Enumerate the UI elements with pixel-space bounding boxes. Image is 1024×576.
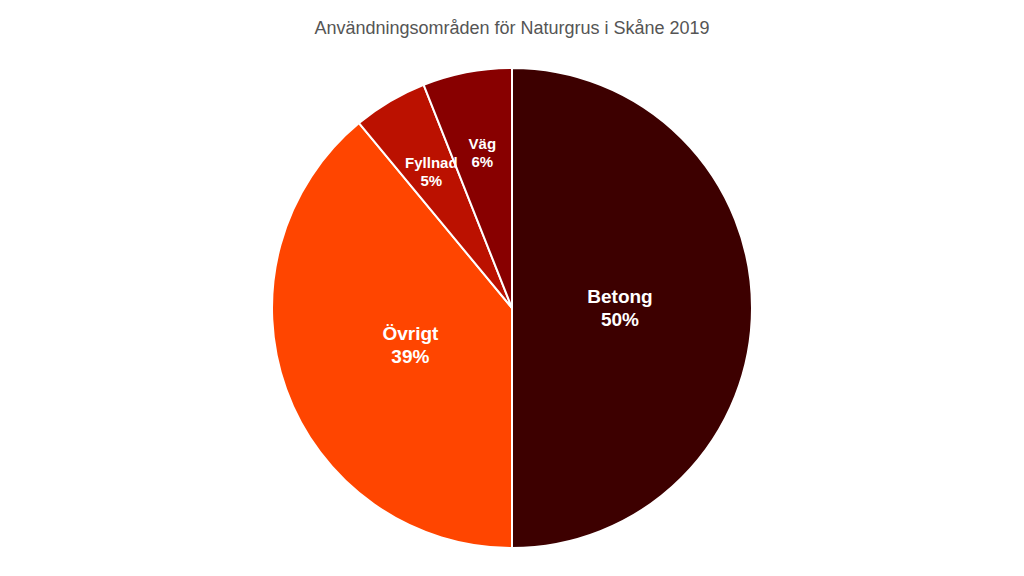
chart-container: Användningsområden för Naturgrus i Skåne… — [0, 0, 1024, 576]
slice-label-line: 39% — [391, 346, 429, 367]
pie-slice — [512, 68, 752, 548]
slice-label: Betong50% — [587, 286, 652, 330]
slice-label-line: Fyllnad — [405, 154, 458, 171]
slice-label: Väg6% — [469, 135, 497, 170]
slice-label-line: Väg — [469, 135, 497, 152]
chart-title: Användningsområden för Naturgrus i Skåne… — [314, 18, 709, 38]
pie-labels: Betong50% Övrigt39% Fyllnad5% Väg6% — [382, 135, 652, 367]
slice-label-line: 6% — [471, 153, 493, 170]
slice-label-line: Betong — [587, 286, 652, 307]
slice-label-line: 50% — [601, 309, 639, 330]
slice-label: Övrigt39% — [382, 323, 439, 367]
slice-label-line: Övrigt — [382, 323, 439, 344]
pie-slices — [272, 68, 752, 548]
chart-svg: Användningsområden för Naturgrus i Skåne… — [0, 0, 1024, 576]
slice-label-line: 5% — [421, 172, 443, 189]
slice-label: Fyllnad5% — [405, 154, 458, 189]
